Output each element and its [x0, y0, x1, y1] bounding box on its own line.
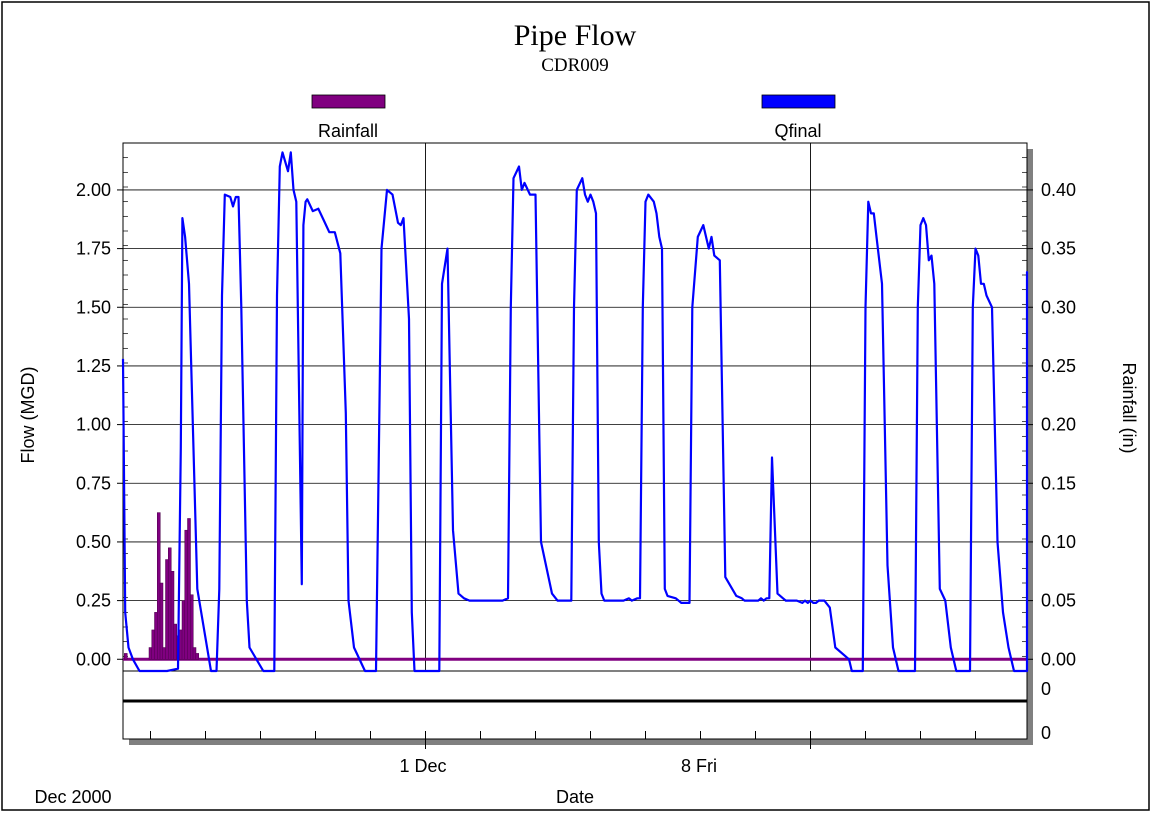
y2-tick-label: 0.00 — [1041, 649, 1076, 669]
rainfall-bar — [190, 594, 194, 660]
rainfall-bars — [124, 512, 199, 660]
y2-tick-label: 0.05 — [1041, 591, 1076, 611]
rainfall-bar — [159, 582, 164, 660]
rainfall-bar — [187, 518, 191, 660]
y-tick-label: 1.00 — [76, 415, 111, 435]
y2-tick-label: 0.40 — [1041, 180, 1076, 200]
y2-tick-label: 0.20 — [1041, 415, 1076, 435]
lower-panel-tick-label: 0 — [1041, 679, 1051, 699]
y-tick-label: 1.25 — [76, 356, 111, 376]
y-tick-label: 0.25 — [76, 591, 111, 611]
y2-axis-label: Rainfall (in) — [1119, 362, 1139, 453]
y-tick-label: 0.50 — [76, 532, 111, 552]
chart-title: Pipe Flow — [514, 19, 637, 52]
y-tick-label: 1.50 — [76, 297, 111, 317]
y2-tick-label: 0.25 — [1041, 356, 1076, 376]
y2-tick-label: 0.10 — [1041, 532, 1076, 552]
rainfall-bar — [170, 571, 175, 660]
y2-tick-label: 0.35 — [1041, 239, 1076, 259]
period-label: Dec 2000 — [34, 787, 111, 807]
rainfall-bar — [195, 653, 199, 660]
qfinal-line — [121, 151, 1029, 673]
grid-lines — [123, 143, 1027, 672]
y2-axis-labels: 0.00 0.05 0.10 0.15 0.20 0.25 0.30 0.35 0.40 0 0 — [1041, 180, 1076, 743]
legend-qfinal-swatch — [761, 94, 836, 109]
rainfall-bar — [124, 653, 128, 660]
y-tick-label: 0.00 — [76, 649, 111, 669]
lower-panel-tick-label: 0 — [1041, 723, 1051, 743]
x-axis-label: Date — [556, 787, 594, 807]
legend-qfinal-label: Qfinal — [774, 121, 821, 141]
chart-subtitle: CDR009 — [541, 55, 609, 76]
y-tick-label: 1.75 — [76, 239, 111, 259]
x-tick-label-1: 1 Dec — [399, 756, 446, 776]
x-tick-label-2: 8 Fri — [681, 756, 717, 776]
legend-rainfall-label: Rainfall — [318, 121, 378, 141]
y-tick-label: 2.00 — [76, 180, 111, 200]
y-axis-labels: 0.00 0.25 0.50 0.75 1.00 1.25 1.50 1.75 2.00 — [76, 180, 111, 669]
legend-rainfall-swatch — [311, 94, 386, 109]
y-tick-label: 0.75 — [76, 473, 111, 493]
y2-tick-label: 0.15 — [1041, 473, 1076, 493]
y2-tick-label: 0.30 — [1041, 297, 1076, 317]
y-axis-label: Flow (MGD) — [18, 367, 38, 464]
